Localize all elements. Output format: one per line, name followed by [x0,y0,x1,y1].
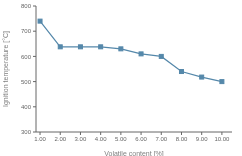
svg-text:7.00: 7.00 [155,136,167,142]
svg-text:Volatile content [%]: Volatile content [%] [104,150,164,156]
svg-text:10.00: 10.00 [214,136,230,142]
svg-text:2.00: 2.00 [54,136,66,142]
svg-text:800: 800 [21,3,32,9]
svg-text:5.00: 5.00 [115,136,127,142]
svg-text:400: 400 [21,104,32,110]
svg-text:3.00: 3.00 [75,136,87,142]
svg-text:4.00: 4.00 [95,136,107,142]
svg-text:Ignition temperature [°C]: Ignition temperature [°C] [8,31,10,107]
svg-text:1.00: 1.00 [34,136,46,142]
svg-text:8.00: 8.00 [176,136,188,142]
svg-text:6.00: 6.00 [135,136,147,142]
svg-text:9.00: 9.00 [196,136,208,142]
svg-text:700: 700 [21,28,32,34]
svg-text:600: 600 [21,54,32,60]
svg-text:500: 500 [21,79,32,85]
svg-text:300: 300 [21,129,32,135]
